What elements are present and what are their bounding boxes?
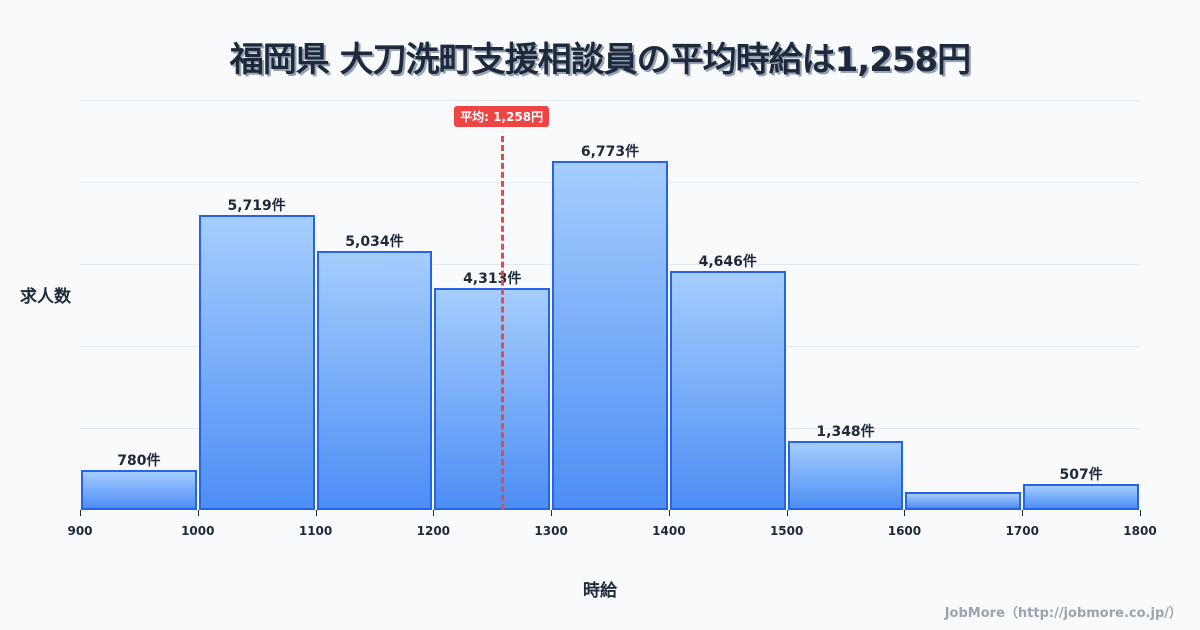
x-tick — [197, 510, 199, 516]
histogram-bar — [905, 491, 1022, 510]
average-line — [500, 136, 504, 510]
histogram-bar — [1023, 483, 1139, 510]
bar-value-label: 5,034件 — [345, 233, 404, 250]
x-tick-label: 900 — [67, 524, 93, 538]
x-tick — [904, 510, 906, 516]
x-tick — [80, 510, 81, 516]
bar-value-label: 6,773件 — [580, 144, 640, 161]
y-axis-label: 求人数 — [20, 287, 71, 307]
bar-value-label: 4,313件 — [463, 270, 522, 287]
average-badge: 平均: 1,258円 — [454, 106, 550, 127]
x-tick — [786, 510, 788, 516]
bar-value-label: 5,719件 — [227, 198, 286, 215]
x-tick-label: 1500 — [769, 524, 804, 538]
x-tick-label: 1700 — [1005, 524, 1039, 538]
x-tick — [315, 510, 317, 516]
x-tick-label: 1400 — [652, 524, 686, 538]
x-tick — [1022, 510, 1024, 516]
x-tick-label: 1100 — [298, 524, 333, 538]
x-tick-label: 1800 — [1123, 524, 1157, 538]
gridline — [80, 100, 1140, 101]
histogram-bar — [552, 161, 668, 510]
x-tick — [551, 510, 553, 516]
x-tick — [668, 510, 670, 516]
histogram-bar — [434, 287, 551, 510]
x-tick-label: 1000 — [181, 524, 215, 538]
chart-title: 福岡県 大刀洗町支援相談員の平均時給は1,258円 — [229, 40, 971, 80]
bar-value-label: 1,348件 — [816, 423, 875, 440]
histogram-bar — [316, 250, 433, 510]
bar-value-label: 780件 — [117, 452, 161, 469]
bar-value-label: 507件 — [1059, 466, 1103, 483]
histogram-bar — [81, 469, 197, 510]
x-tick-label: 1600 — [887, 524, 922, 538]
x-tick — [1140, 510, 1141, 516]
x-tick-label: 1300 — [534, 524, 568, 538]
x-axis-label: 時給 — [583, 581, 617, 601]
x-tick-label: 1200 — [416, 524, 451, 538]
histogram-bar — [787, 440, 904, 510]
histogram-bar — [198, 215, 315, 510]
x-tick — [433, 510, 435, 516]
plot-area: 780件 5,719件 5,034件 4,313件 6,773件 4,646件 1,348件… — [67, 100, 1157, 538]
credit-text: JobMore（http://jobmore.co.jp/） — [944, 606, 1182, 621]
histogram-bar — [669, 270, 786, 510]
bar-value-label: 4,646件 — [698, 253, 757, 270]
